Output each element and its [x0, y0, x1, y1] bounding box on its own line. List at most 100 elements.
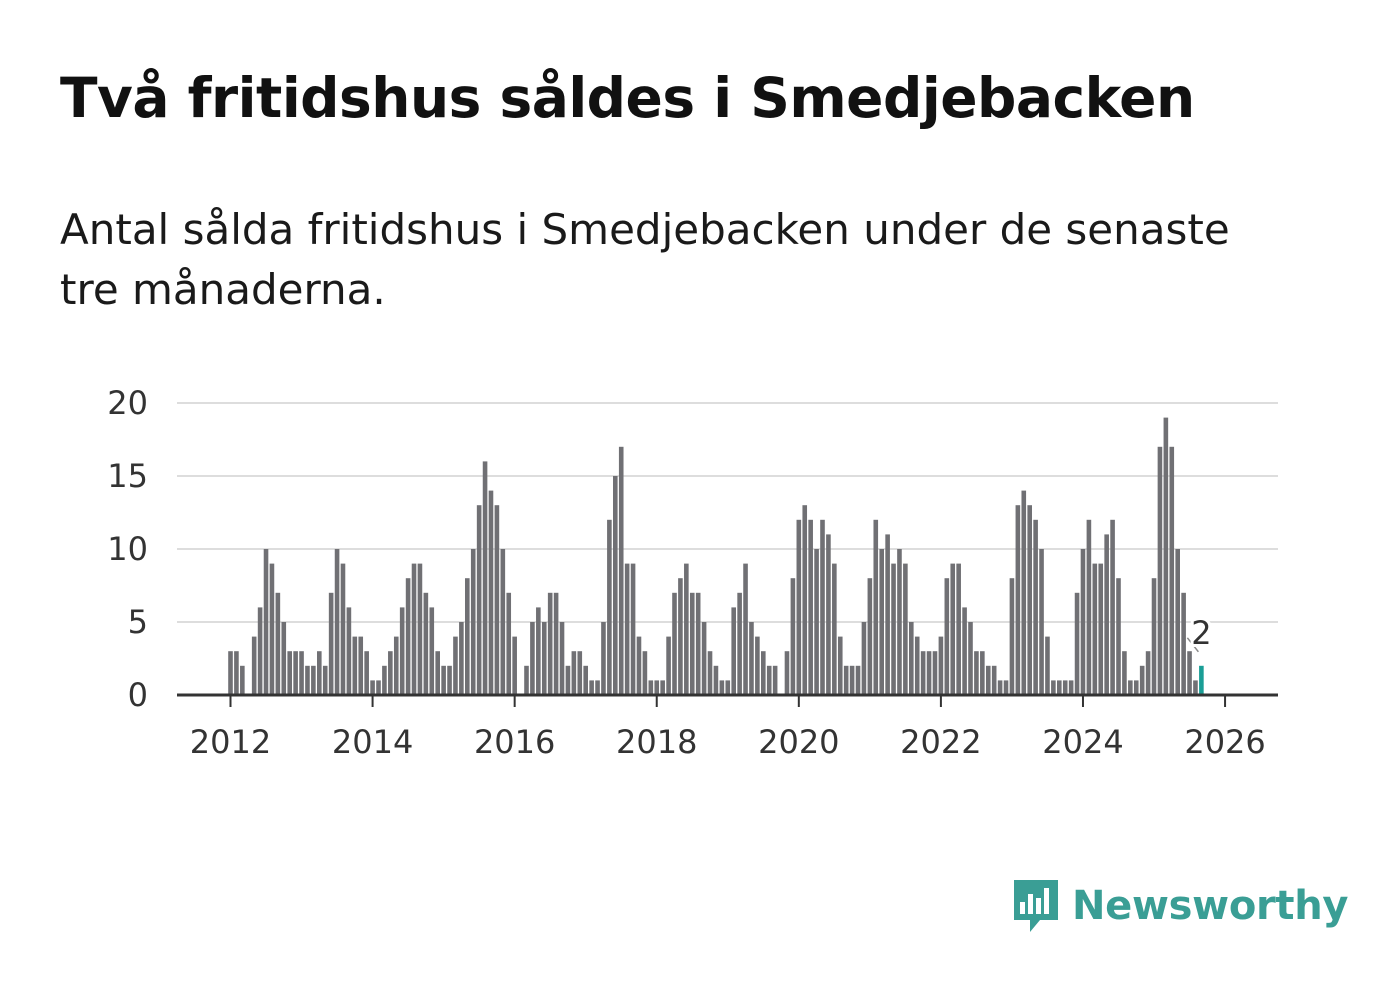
bar: [370, 680, 375, 695]
bar: [938, 636, 944, 695]
bar: [257, 607, 263, 695]
bar: [713, 665, 719, 695]
x-tick-label: 2024: [1042, 723, 1123, 761]
bar: [595, 680, 600, 695]
bar: [488, 490, 494, 695]
bar: [1092, 563, 1098, 695]
bar: [601, 622, 606, 695]
bar: [251, 636, 257, 695]
x-tick-label: 2018: [616, 723, 697, 761]
bar: [1027, 505, 1032, 695]
bar: [867, 578, 873, 695]
bar: [737, 592, 742, 695]
bar: [743, 563, 748, 695]
x-tick-label: 2016: [474, 723, 555, 761]
bar: [1080, 549, 1086, 695]
highlight-bar: [1199, 665, 1204, 695]
bar: [1139, 665, 1145, 695]
x-tick-label: 2012: [190, 723, 271, 761]
bar: [240, 665, 245, 695]
bar: [843, 665, 849, 695]
bar: [541, 622, 547, 695]
bar: [459, 622, 464, 695]
bar: [1175, 549, 1180, 695]
x-tick-label: 2020: [758, 723, 839, 761]
bar: [613, 476, 618, 695]
bar: [1062, 680, 1068, 695]
bar: [322, 665, 328, 695]
bar: [1068, 680, 1074, 695]
bar: [269, 563, 275, 695]
bar: [1098, 563, 1104, 695]
bar: [228, 651, 233, 695]
bar: [530, 622, 535, 695]
bar: [1074, 592, 1080, 695]
bar: [920, 651, 926, 695]
bar: [465, 578, 470, 695]
bar: [382, 665, 387, 695]
bar: [796, 519, 802, 695]
bar: [559, 622, 565, 695]
bar: [1151, 578, 1157, 695]
bar: [849, 665, 855, 695]
bar: [388, 651, 393, 695]
bar: [340, 563, 346, 695]
bar: [837, 636, 843, 695]
bar: [873, 519, 879, 695]
bar: [654, 680, 660, 695]
bar: [701, 622, 707, 695]
bar: [305, 665, 310, 695]
chart-subtitle: Antal sålda fritidshus i Smedjebacken un…: [60, 205, 1230, 314]
bars: [228, 417, 1204, 695]
bar: [968, 622, 973, 695]
bar: [766, 665, 772, 695]
bar: [1051, 680, 1056, 695]
bar: [1187, 651, 1192, 695]
bar: [648, 680, 654, 695]
bar: [512, 636, 517, 695]
bar: [985, 665, 991, 695]
bar: [903, 563, 908, 695]
bar: [1169, 446, 1175, 695]
bar: [731, 607, 736, 695]
bar: [565, 665, 571, 695]
annotations: 2: [1186, 611, 1215, 655]
bar: [417, 563, 423, 695]
bar: [364, 651, 369, 695]
y-tick-label: 15: [107, 457, 148, 495]
bar: [411, 563, 417, 695]
bar: [429, 607, 435, 695]
bar: [897, 549, 902, 695]
bar: [814, 549, 819, 695]
highlight-value-label: 2: [1191, 614, 1211, 652]
x-tick-label: 2022: [900, 723, 981, 761]
y-tick-label: 0: [128, 676, 148, 714]
bar: [1045, 636, 1050, 695]
brand-name: Newsworthy: [1072, 883, 1349, 929]
bar: [482, 461, 488, 695]
bar: [790, 578, 796, 695]
bar: [932, 651, 938, 695]
bar: [950, 563, 956, 695]
bar: [980, 651, 985, 695]
bar: [879, 549, 884, 695]
bar: [476, 505, 482, 695]
bar: [1110, 519, 1115, 695]
x-tick-label: 2014: [332, 723, 413, 761]
bar: [435, 651, 440, 695]
bar: [784, 651, 790, 695]
bar: [1057, 680, 1062, 695]
bar: [1033, 519, 1038, 695]
bar: [826, 534, 831, 695]
bar: [1133, 680, 1139, 695]
x-axis: 2012 2014 2016 2018 2020 2022 2024 2026: [177, 693, 1278, 761]
bar: [1122, 651, 1127, 695]
bar: [583, 665, 588, 695]
bar: [399, 607, 405, 695]
bar: [358, 636, 364, 695]
bar: [672, 592, 677, 695]
y-axis-ticks: 0 5 10 15 20: [107, 384, 148, 714]
chart-title: Två fritidshus såldes i Smedjebacken: [60, 66, 1195, 130]
bar: [1145, 651, 1151, 695]
bar: [1009, 578, 1015, 695]
